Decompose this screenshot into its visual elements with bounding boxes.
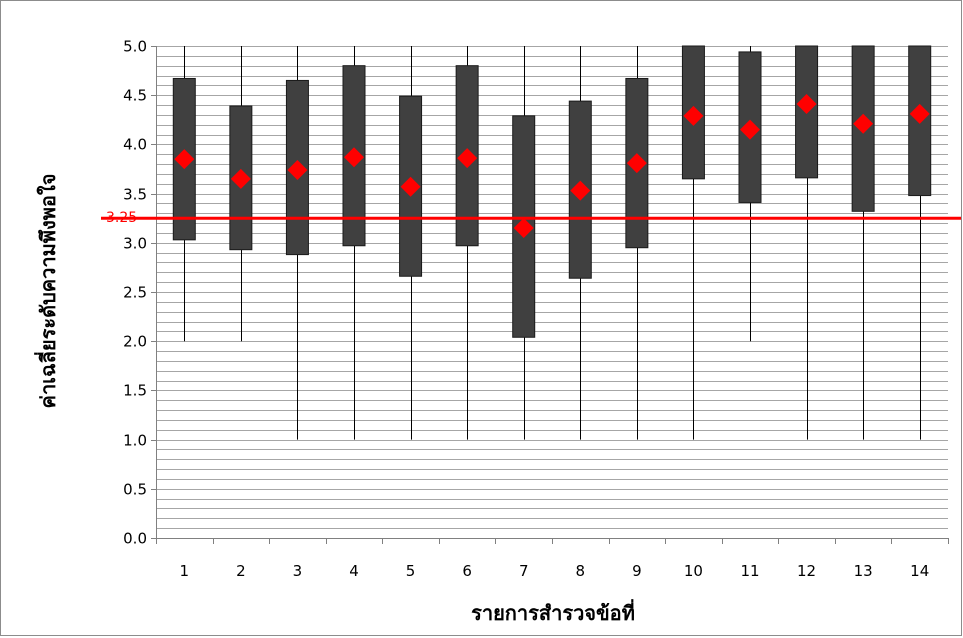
mean-marker [740,119,760,140]
mean-markers [174,94,930,239]
y-tick-label: 3.5 [123,186,147,204]
reference-line-label: 3.25 [106,210,137,226]
x-tick-label: 7 [519,562,529,580]
x-tick-label: 9 [632,562,642,580]
x-tick-label: 12 [797,562,816,580]
y-tick-label: 0.0 [123,530,147,548]
y-tick-label: 4.5 [123,87,147,105]
x-tick-label: 5 [406,562,416,580]
mean-marker [174,149,195,170]
mean-marker [683,105,704,126]
mean-marker [400,176,421,197]
mean-marker [570,180,591,201]
mean-marker [344,147,364,168]
mean-marker [626,153,647,174]
x-tick-label: 2 [236,562,246,580]
mean-marker [796,94,817,115]
grid-lines [156,46,948,529]
y-tick-label: 2.5 [123,284,147,302]
reference-line-group: 3.25 [101,210,961,226]
mean-marker [230,168,251,189]
y-tick-label: 1.0 [123,432,147,450]
x-tick-label: 11 [740,562,759,580]
y-tick-label: 0.5 [123,481,147,499]
mean-marker [853,113,874,134]
x-tick-label: 8 [576,562,586,580]
mean-marker [513,218,534,239]
x-axis-title: รายการสำรวจข้อที่ [471,598,635,625]
x-tick-label: 6 [462,562,472,580]
mean-marker [457,148,478,169]
y-tick-label: 5.0 [123,38,147,56]
y-tick-label: 1.5 [123,382,147,400]
y-axis-title: ค่าเฉลี่ยระดับความพึงพอใจ [33,174,60,409]
x-tick-label: 3 [293,562,303,580]
x-tick-label: 1 [180,562,190,580]
x-tick-label: 10 [684,562,703,580]
y-tick-label: 2.0 [123,333,147,351]
boxes [172,45,932,338]
whiskers [184,46,921,440]
x-tick-label: 14 [910,562,929,580]
y-tick-label: 3.0 [123,235,147,253]
mean-marker [287,159,308,180]
x-tick-label: 4 [349,562,359,580]
axes [151,46,949,544]
mean-marker [909,103,930,124]
tick-labels: 0.00.51.01.52.02.53.03.54.04.55.01 2 3 4 5 6 7… [123,38,929,581]
y-tick-label: 4.0 [123,136,147,154]
x-tick-label: 13 [854,562,873,580]
